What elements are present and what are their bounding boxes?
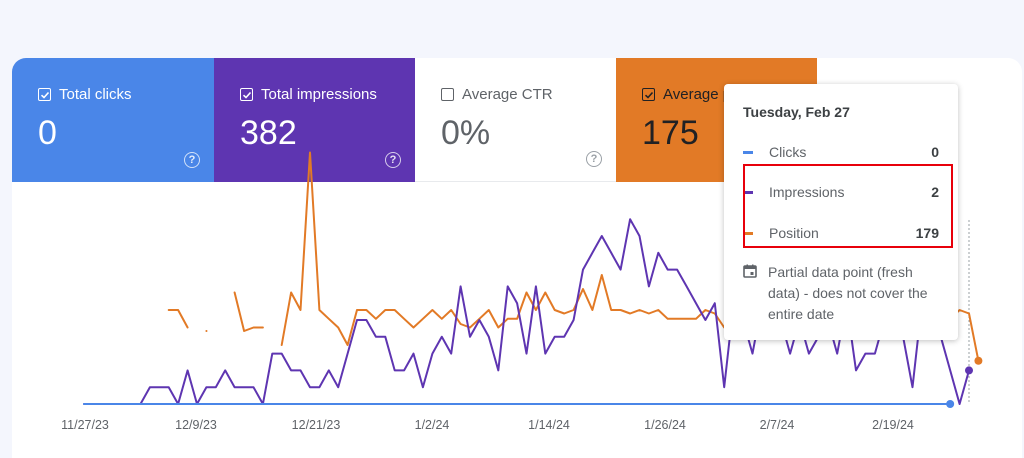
average-ctr-value: 0% (441, 114, 491, 152)
total-clicks-value: 0 (38, 114, 57, 152)
x-tick-label: 2/19/24 (872, 418, 914, 432)
tooltip-clicks-value: 0 (931, 144, 939, 160)
impressions-swatch (743, 190, 753, 194)
checkbox-checked-icon[interactable] (240, 88, 253, 101)
tooltip-position-value: 179 (915, 225, 939, 241)
x-tick-label: 1/2/24 (414, 418, 450, 432)
partial-data-note-text: Partial data point (fresh data) - does n… (768, 264, 928, 322)
x-tick-label: 12/9/23 (175, 418, 217, 432)
position-swatch (743, 231, 753, 235)
position-line (167, 309, 189, 329)
tooltip-impressions-value: 2 (931, 184, 939, 200)
position-point[interactable] (974, 356, 983, 365)
average-ctr-label: Average CTR (462, 86, 553, 103)
position-line (233, 291, 264, 332)
checkbox-checked-icon[interactable] (38, 88, 51, 101)
checkbox-unchecked-icon[interactable] (441, 88, 454, 101)
x-tick-label: 1/26/24 (644, 418, 686, 432)
total-clicks-label: Total clicks (59, 86, 132, 103)
tooltip-position-label: Position (769, 225, 819, 241)
total-clicks-card[interactable]: Total clicks 0 ? (12, 58, 214, 182)
tooltip-row-position: Position 179 (743, 223, 939, 243)
tooltip-row-impressions: Impressions 2 (743, 182, 939, 202)
total-impressions-label: Total impressions (261, 86, 377, 103)
impressions-point[interactable] (965, 366, 973, 375)
help-icon[interactable]: ? (385, 152, 401, 168)
x-tick-label: 12/21/23 (291, 418, 341, 432)
help-icon[interactable]: ? (586, 151, 602, 167)
chart-tooltip: Tuesday, Feb 27 Clicks 0 Impressions 2 P… (724, 84, 958, 340)
total-impressions-card[interactable]: Total impressions 382 ? (214, 58, 415, 182)
tooltip-impressions-label: Impressions (769, 184, 845, 200)
help-icon[interactable]: ? (184, 152, 200, 168)
x-tick-label: 2/7/24 (759, 418, 795, 432)
tooltip-date: Tuesday, Feb 27 (743, 104, 850, 120)
clicks-point[interactable] (946, 400, 955, 408)
calendar-icon (743, 264, 757, 278)
clicks-swatch (743, 150, 753, 154)
x-tick-label: 11/27/23 (61, 418, 109, 432)
checkbox-checked-icon[interactable] (642, 88, 655, 101)
highlight-box (743, 164, 953, 248)
tooltip-clicks-label: Clicks (769, 144, 807, 160)
average-ctr-card[interactable]: Average CTR 0% ? (415, 58, 616, 182)
average-position-value: 175 (642, 114, 699, 152)
tooltip-row-clicks: Clicks 0 (743, 142, 939, 162)
partial-data-note: Partial data point (fresh data) - does n… (743, 262, 943, 325)
x-tick-label: 1/14/24 (528, 418, 570, 432)
total-impressions-value: 382 (240, 114, 297, 152)
